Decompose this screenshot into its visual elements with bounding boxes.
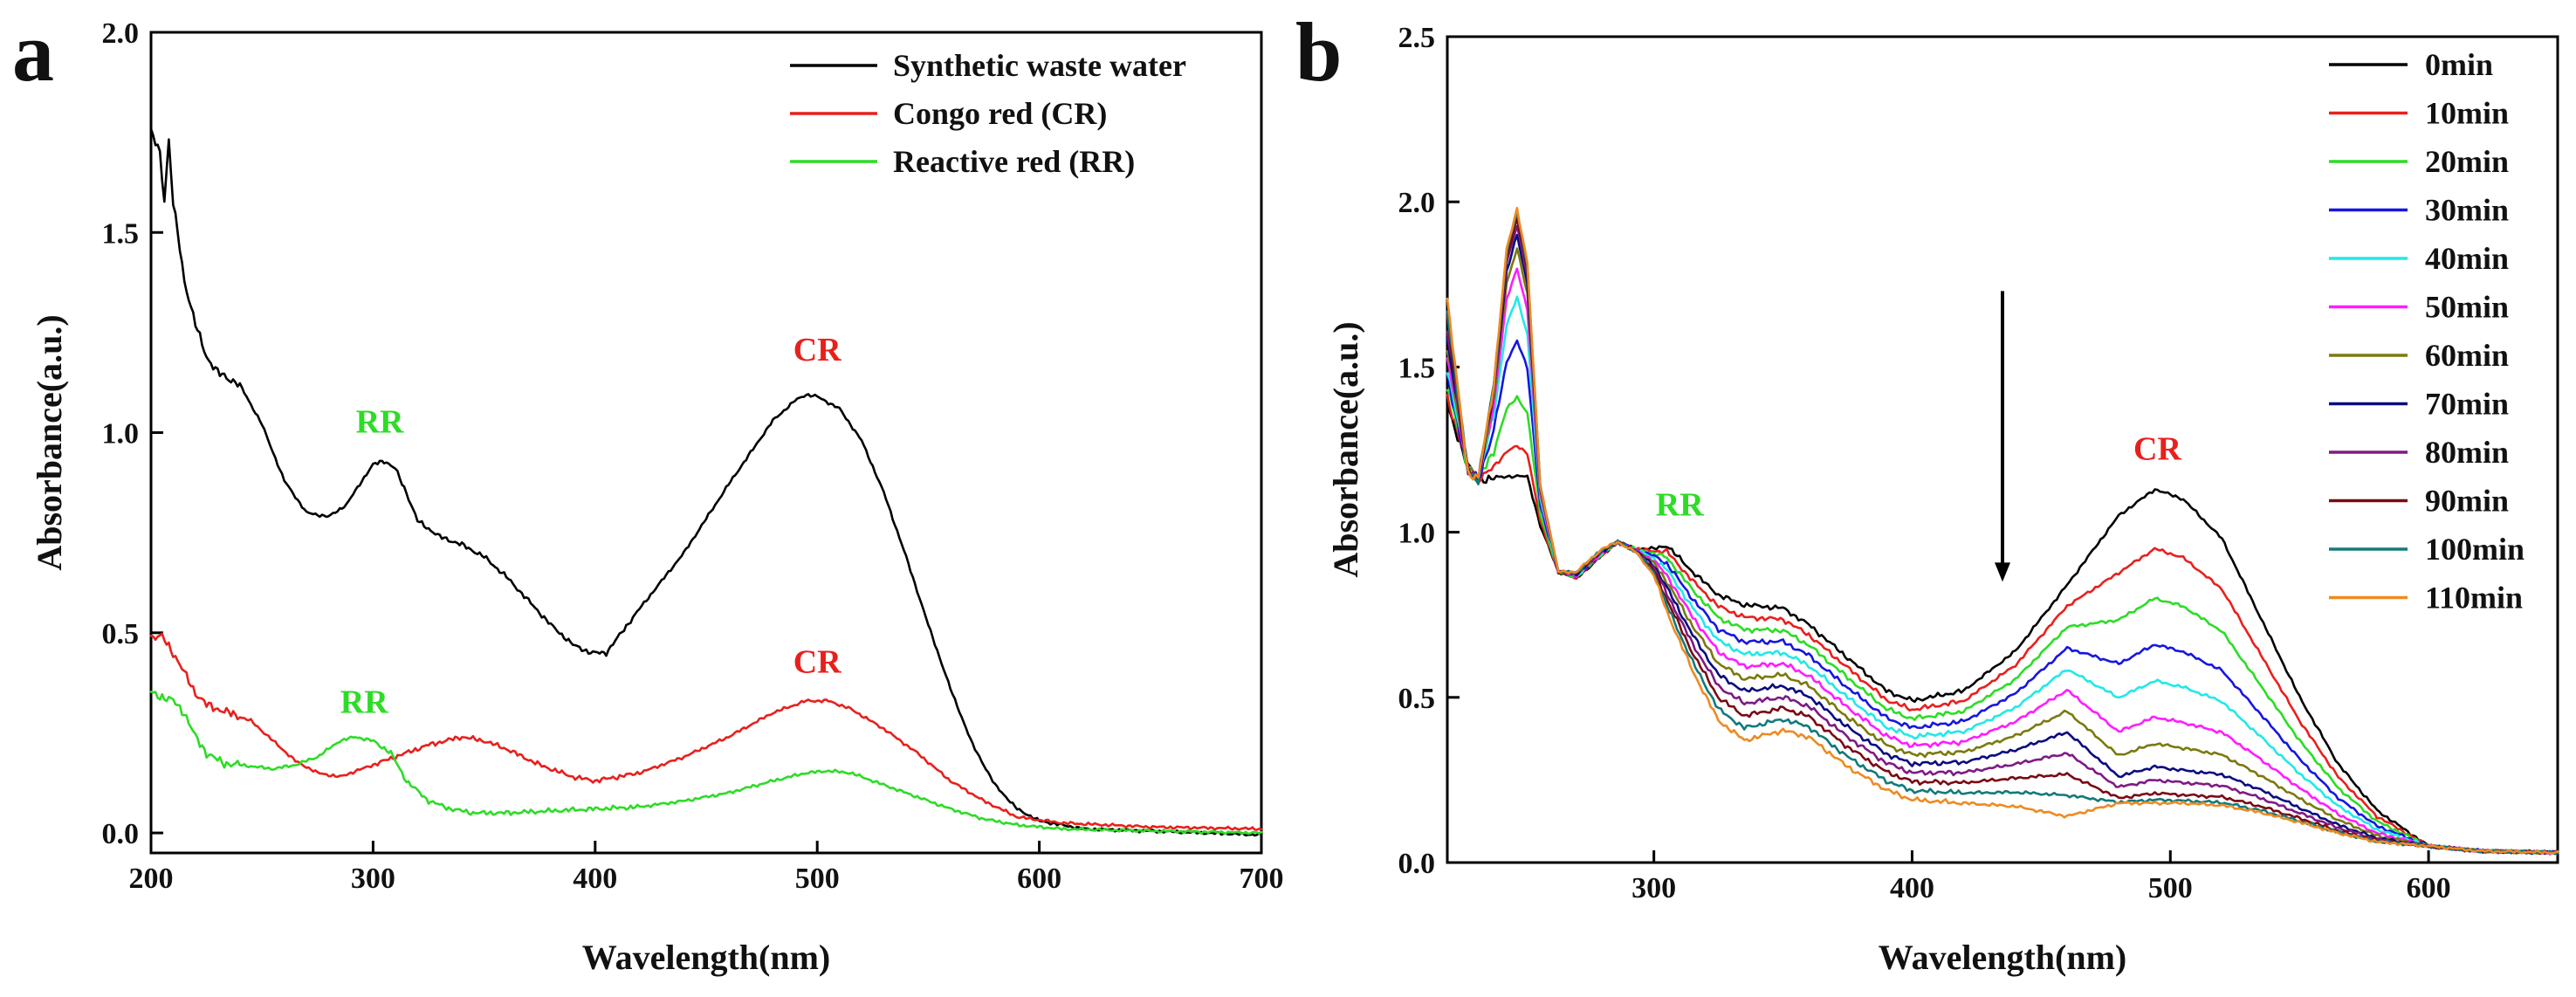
series-line-congo-red [149, 632, 1263, 831]
panel-b-decrease-arrow [1995, 291, 2010, 582]
y-tick-label: 2.0 [1398, 187, 1436, 219]
panel-b-plot-frame [1446, 35, 2559, 864]
panel-a-label: a [12, 5, 54, 99]
arrow-head [1995, 562, 2010, 582]
x-tick-label: 400 [573, 863, 617, 895]
panel-b-series [1446, 206, 2559, 856]
legend-label: 40min [2425, 241, 2509, 276]
annotation-rr: RR [340, 684, 388, 721]
y-tick-label: 2.0 [102, 17, 140, 50]
panel-a-plot-frame [149, 31, 1263, 855]
x-tick-label: 700 [1240, 863, 1284, 895]
panel-b-y-axis-title: Absorbance(a.u.) [1326, 321, 1365, 577]
legend-label: 0min [2425, 47, 2493, 82]
y-tick-label: 0.5 [1398, 683, 1436, 715]
x-tick-label: 500 [2148, 872, 2193, 904]
x-tick-label: 500 [795, 863, 840, 895]
panel-b-legend: 0min 10min 20min 30min 40min 50min 60min 70min 8… [2329, 47, 2524, 615]
panel-a-annotations: CR RR CR RR [340, 332, 841, 721]
x-tick-label: 200 [129, 863, 174, 895]
series-line-reactive-red [149, 691, 1263, 835]
series-line-110min [1446, 206, 2559, 855]
y-tick-label: 2.5 [1398, 22, 1436, 54]
panel-a-ticks: 200 300 400 500 600 700 0.0 0.5 1.0 1.5 2.0 [102, 17, 1284, 895]
series-line-20min [1446, 388, 2559, 856]
legend-label: Synthetic waste water [893, 48, 1186, 83]
legend-label: 20min [2425, 144, 2509, 179]
annotation-cr: CR [793, 644, 841, 681]
y-tick-label: 1.5 [102, 217, 140, 250]
panel-b-label: b [1295, 5, 1342, 99]
panel-a: a 200 300 400 500 600 700 0.0 0.5 1.0 1.5 2.0 CR RR… [12, 5, 1284, 977]
x-tick-label: 400 [1890, 872, 1934, 904]
legend-label: 110min [2425, 581, 2523, 615]
y-tick-label: 1.5 [1398, 352, 1436, 384]
legend-label: 90min [2425, 484, 2509, 519]
panel-b-annotations: RR CR [1656, 430, 2182, 523]
y-tick-label: 0.5 [102, 618, 140, 650]
legend-label: 50min [2425, 290, 2509, 325]
panel-b: b 300 400 500 600 0.0 0.5 1.0 1.5 2.0 2.5 RR CR 0m… [1295, 5, 2559, 977]
y-tick-label: 1.0 [102, 418, 140, 450]
legend-label: 10min [2425, 96, 2509, 131]
annotation-rr: RR [1656, 487, 1704, 524]
legend-label: 100min [2425, 532, 2524, 567]
panel-b-x-axis-title: Wavelength(nm) [1879, 938, 2126, 977]
x-tick-label: 600 [2407, 872, 2451, 904]
series-line-synthetic-waste-water [149, 127, 1263, 837]
y-tick-label: 0.0 [1398, 848, 1436, 880]
panel-a-series [149, 127, 1263, 837]
panel-a-legend: Synthetic waste water Congo red (CR) React… [790, 48, 1186, 179]
x-tick-label: 300 [1631, 872, 1676, 904]
legend-label: Congo red (CR) [893, 96, 1107, 131]
y-tick-label: 0.0 [102, 818, 140, 850]
annotation-cr: CR [793, 332, 841, 368]
legend-label: 30min [2425, 193, 2509, 228]
x-tick-label: 300 [351, 863, 395, 895]
y-tick-label: 1.0 [1398, 518, 1436, 550]
panel-a-x-axis-title: Wavelength(nm) [582, 938, 830, 977]
legend-label: Reactive red (RR) [893, 144, 1135, 179]
legend-label: 60min [2425, 338, 2509, 373]
annotation-cr: CR [2133, 430, 2181, 467]
legend-label: 80min [2425, 435, 2509, 470]
panel-b-ticks: 300 400 500 600 0.0 0.5 1.0 1.5 2.0 2.5 [1398, 22, 2451, 904]
panel-a-y-axis-title: Absorbance(a.u.) [30, 314, 69, 570]
legend-label: 70min [2425, 387, 2509, 422]
x-tick-label: 600 [1017, 863, 1061, 895]
annotation-rr: RR [356, 404, 404, 441]
